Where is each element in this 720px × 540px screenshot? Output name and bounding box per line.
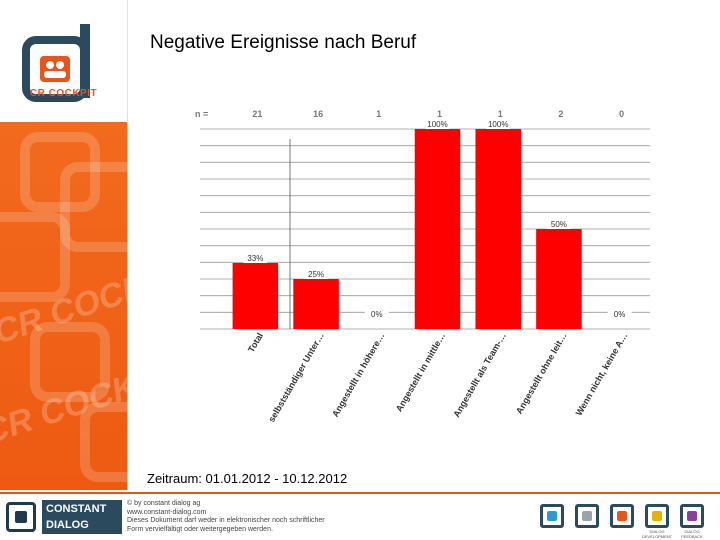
n-count: 1 xyxy=(498,109,503,119)
footer-rule xyxy=(0,492,720,494)
data-label: 0% xyxy=(371,310,383,319)
category-label: Angestellt als Team-… xyxy=(451,331,508,419)
data-label-bg xyxy=(304,269,329,279)
category-label: Angestellt ohne leit… xyxy=(514,331,569,416)
app-icon-5 xyxy=(680,504,704,528)
sidebar-logo-text: CR COCKPIT xyxy=(29,88,98,99)
n-count: 21 xyxy=(252,109,262,119)
brand-line-1: CONSTANT xyxy=(46,503,107,515)
data-label-bg xyxy=(486,119,511,129)
app-icon-1-inner xyxy=(547,511,557,521)
sidebar-divider xyxy=(127,0,128,490)
n-count: 16 xyxy=(313,109,323,119)
category-label: Angestellt in mittle… xyxy=(394,331,447,414)
bar xyxy=(293,279,339,329)
copyright-line: © by constant dialog ag xyxy=(127,500,201,507)
data-label-bg xyxy=(546,219,571,229)
category-label: Wenn nicht, keine A… xyxy=(574,331,630,417)
app-icon-1 xyxy=(540,504,564,528)
bar xyxy=(414,129,461,329)
n-count: 2 xyxy=(558,109,563,119)
constant-dialog-logo-icon xyxy=(6,502,36,532)
data-label: 100% xyxy=(488,120,508,129)
app-icon-5-label: DIALOG FEEDBACK xyxy=(681,529,703,539)
footer-copyright: © by constant dialog ag www.constant-dia… xyxy=(127,500,325,534)
app-icon-2 xyxy=(575,504,599,528)
data-label: 50% xyxy=(551,220,567,229)
app-icon-4-label: DIALOG DEVELOPMENT xyxy=(641,529,673,539)
page-title: Negative Ereignisse nach Beruf xyxy=(150,32,417,53)
cr-cockpit-logo xyxy=(22,24,90,102)
app-icon-4-inner xyxy=(652,511,662,521)
data-label: 33% xyxy=(247,254,263,263)
period-label: Zeitraum: 01.01.2012 - 10.12.2012 xyxy=(147,471,348,486)
sidebar: CR COCKPIT CR COCKPIT CR COCKPIT xyxy=(0,0,127,490)
sidebar-watermark-panel: CR COCKPIT CR COCKPIT xyxy=(0,122,127,490)
app-icon-3-inner xyxy=(617,511,627,521)
data-label: 100% xyxy=(427,120,447,129)
data-label-bg xyxy=(243,253,268,263)
app-icon-3 xyxy=(610,504,634,528)
n-count: 1 xyxy=(376,109,381,119)
app-icon-2-inner xyxy=(582,511,592,521)
n-count: 1 xyxy=(437,109,442,119)
copyright-line: Dieses Dokument darf weder in elektronis… xyxy=(127,517,325,524)
copyright-line: Form vervielfältigt oder weitergegeben w… xyxy=(127,525,273,533)
bar xyxy=(536,229,582,329)
data-label: 25% xyxy=(308,270,324,279)
data-label-bg xyxy=(364,309,389,319)
data-label: 0% xyxy=(614,310,626,319)
category-label: Total xyxy=(246,331,265,354)
app-icon-4 xyxy=(645,504,669,528)
data-label-bg xyxy=(607,309,632,319)
bar xyxy=(232,263,279,329)
category-label: Angestellt in höhere… xyxy=(330,331,386,419)
constant-dialog-brand: CONSTANT DIALOG xyxy=(42,500,122,534)
footer: CONSTANT DIALOG © by constant dialog ag … xyxy=(0,494,720,540)
n-count: 0 xyxy=(619,109,624,119)
n-label: n = xyxy=(195,109,208,119)
copyright-line: www.constant-dialog.com xyxy=(127,508,207,516)
app-icon-5-inner xyxy=(687,511,697,521)
brand-line-2: DIALOG xyxy=(46,519,89,531)
bar xyxy=(475,129,521,329)
category-label: selbstständiger Unter… xyxy=(266,331,325,424)
data-label-bg xyxy=(425,119,450,129)
